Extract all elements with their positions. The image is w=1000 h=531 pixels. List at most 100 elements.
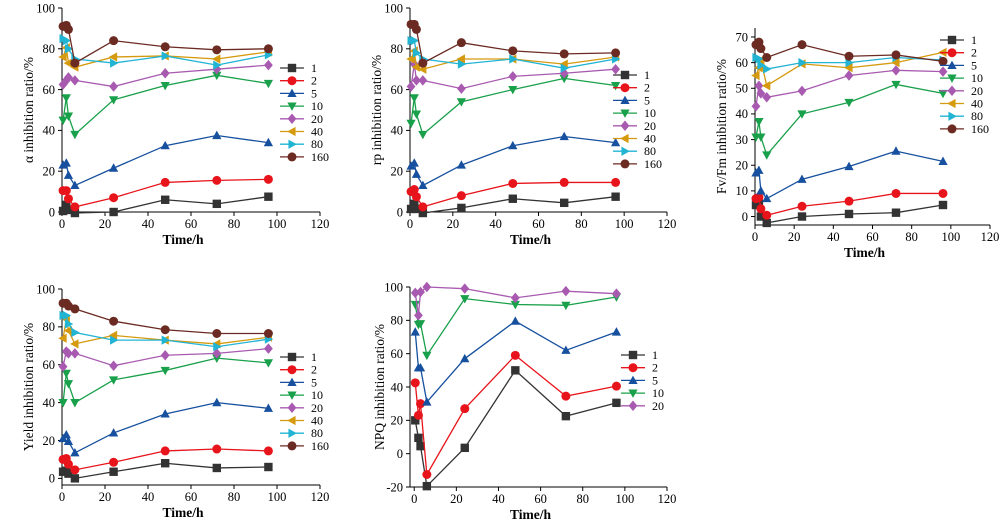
data-point-20 (412, 75, 421, 86)
x-tick-label: 20 (450, 492, 463, 506)
series-10 (58, 354, 274, 408)
y-tick-label: 0 (397, 205, 403, 219)
y-tick-label: 0 (49, 472, 55, 486)
data-point-2 (844, 196, 854, 206)
data-point-10 (610, 81, 621, 91)
data-point-1 (418, 208, 428, 218)
y-tick-label: 60 (391, 347, 404, 361)
data-point-1 (109, 467, 118, 476)
legend-marker-40 (287, 126, 296, 137)
legend-label: 1 (644, 68, 650, 82)
data-point-5 (797, 174, 807, 183)
data-point-80 (213, 60, 222, 70)
data-point-40 (70, 339, 79, 349)
legend-marker-2 (947, 48, 957, 58)
data-point-80 (763, 64, 772, 74)
data-point-1 (212, 463, 221, 473)
legend-item-80: 80 (280, 426, 323, 440)
data-point-10 (844, 98, 854, 108)
data-point-2 (561, 391, 571, 401)
data-point-20 (409, 58, 419, 70)
series-2 (406, 177, 621, 212)
data-point-80 (64, 44, 74, 54)
y-tick-label: 0 (742, 210, 748, 224)
y-axis-title: rp inhibition ratio/% (369, 55, 384, 165)
data-point-160 (508, 46, 518, 56)
data-point-20 (64, 72, 73, 83)
legend-item-10: 10 (940, 71, 983, 85)
x-tick-label: 40 (142, 490, 155, 504)
legend-marker-1 (947, 35, 957, 45)
data-point-80 (412, 48, 422, 58)
series-5 (410, 316, 622, 406)
data-point-20 (756, 88, 766, 99)
data-point-160 (559, 49, 569, 59)
legend-label: 10 (644, 106, 656, 120)
x-tick-label: 120 (981, 230, 1000, 244)
y-tick-label: 80 (43, 320, 56, 334)
data-point-80 (213, 342, 222, 352)
data-point-10 (61, 369, 71, 379)
data-point-5 (212, 130, 222, 140)
data-point-5 (61, 429, 71, 439)
series-line-5 (755, 150, 944, 200)
data-point-5 (762, 193, 772, 203)
x-tick-label: 100 (268, 217, 287, 231)
legend-item-20: 20 (613, 119, 656, 133)
legend-item-80: 80 (280, 137, 323, 151)
data-point-10 (754, 118, 764, 127)
data-point-20 (754, 80, 764, 91)
data-point-1 (422, 481, 432, 491)
data-point-2 (938, 188, 948, 198)
legend-marker-1 (287, 352, 297, 362)
data-point-5 (756, 186, 766, 195)
x-tick-label: 0 (59, 490, 65, 504)
data-point-10 (160, 366, 170, 376)
x-tick-label: 0 (752, 230, 758, 244)
data-point-20 (109, 81, 119, 92)
legend-item-160: 160 (280, 150, 329, 164)
series-2 (751, 188, 948, 220)
data-point-10 (63, 112, 74, 121)
x-tick-label: 100 (268, 490, 287, 504)
legend-item-10: 10 (280, 99, 323, 113)
data-point-80 (757, 60, 766, 70)
data-point-5 (410, 327, 420, 336)
y-tick-label: 60 (736, 56, 749, 70)
legend-marker-20 (287, 113, 297, 125)
data-point-160 (797, 40, 807, 50)
x-tick-label: 0 (407, 217, 413, 231)
legend-item-40: 40 (280, 414, 323, 428)
data-point-2 (61, 186, 71, 196)
data-point-10 (508, 86, 518, 95)
data-point-160 (263, 44, 273, 54)
chart-panel-3: 0 20 40 60 80 100 120010203040506070Time/hFv/F… (714, 28, 999, 260)
legend-label: 2 (652, 361, 658, 375)
legend-marker-10 (620, 109, 630, 118)
data-point-1 (561, 411, 571, 421)
legend-label: 20 (311, 112, 323, 126)
series-160 (406, 19, 621, 68)
data-point-1 (161, 459, 170, 468)
data-point-20 (64, 348, 73, 359)
data-point-10 (938, 89, 948, 99)
series-80 (59, 310, 274, 352)
legend-label: 2 (644, 81, 650, 95)
legend-label: 20 (971, 84, 983, 98)
y-axis-title: α inhibition ratio/% (21, 57, 36, 163)
x-tick-label: 100 (615, 217, 634, 231)
data-point-20 (160, 350, 170, 361)
x-tick-label: 60 (532, 217, 545, 231)
series-1 (58, 459, 273, 483)
data-point-5 (561, 345, 571, 354)
data-point-5 (63, 170, 74, 179)
x-tick-label: 120 (658, 217, 677, 231)
data-point-1 (460, 443, 469, 453)
series-5 (58, 130, 274, 190)
series-80 (59, 33, 274, 70)
data-point-2 (416, 399, 426, 409)
